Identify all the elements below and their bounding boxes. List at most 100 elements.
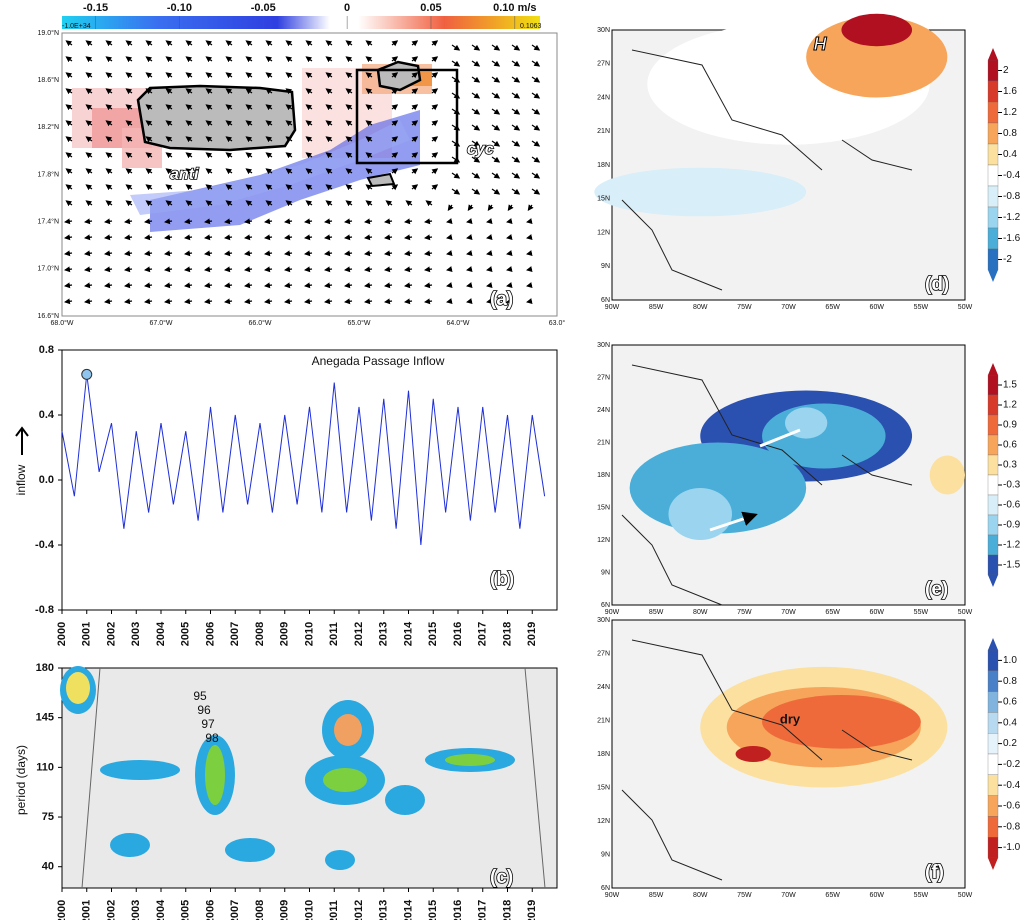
colorbar-cell (987, 514, 999, 536)
vector (384, 298, 393, 305)
x-tick-label: 70W (781, 892, 796, 899)
vector (451, 188, 461, 195)
annotation: anti (170, 166, 199, 183)
vector (284, 234, 293, 241)
vector (506, 298, 513, 304)
vector (285, 136, 293, 143)
vector (145, 168, 153, 175)
vector (384, 266, 393, 273)
island (366, 172, 396, 188)
vector (225, 88, 233, 95)
vector (245, 56, 253, 63)
vector (325, 56, 333, 63)
contour-blob (110, 833, 150, 857)
colorbar-end (988, 270, 998, 282)
vector (451, 60, 461, 67)
annotation: cyc (467, 141, 494, 158)
vector (185, 152, 193, 159)
colorbar-label: 0.4 (1003, 717, 1017, 728)
colorbar-label: 0.8 (1003, 676, 1017, 687)
x-tick-label: 2014 (402, 899, 414, 920)
colorbar-label: -0.9 (1003, 520, 1021, 531)
vector (224, 266, 233, 273)
vector (466, 250, 473, 256)
vector (345, 104, 353, 111)
vector (65, 40, 73, 47)
vector (285, 56, 293, 63)
vector (265, 40, 273, 47)
vector (145, 136, 153, 143)
x-tick-label: 2000 (56, 622, 68, 646)
vector (391, 120, 399, 127)
vector (285, 104, 293, 111)
colorbar-cell (987, 206, 999, 229)
panel-label: (d) (925, 274, 949, 295)
vector (65, 136, 73, 143)
vector (204, 282, 213, 289)
vector (64, 282, 73, 289)
vector (105, 136, 113, 143)
x-tick-label: 2003 (130, 622, 142, 646)
x-tick-label: 85W (649, 609, 664, 616)
x-tick-label: 2013 (378, 900, 390, 920)
vector (431, 120, 439, 127)
vector (245, 184, 253, 191)
y-tick-label: 145 (36, 712, 54, 724)
vector (425, 200, 433, 207)
vector (144, 218, 153, 225)
vector (104, 266, 113, 273)
vector (405, 200, 413, 207)
vector (125, 184, 133, 191)
vector (446, 218, 453, 224)
vector (205, 184, 213, 191)
vector (471, 44, 481, 51)
vector (64, 298, 73, 305)
vector (185, 104, 193, 111)
vector (205, 200, 213, 207)
vector (466, 282, 473, 288)
vector (264, 298, 273, 305)
colorbar-label: -0.6 (1003, 801, 1021, 812)
x-tick-label: 90W (605, 609, 620, 616)
vector (204, 298, 213, 305)
x-tick-label: 65.0°W (347, 319, 370, 327)
x-tick-label: 2015 (427, 622, 439, 646)
vector (344, 218, 353, 225)
vector (391, 56, 399, 63)
x-tick-label: 2006 (204, 900, 216, 920)
vector (224, 298, 233, 305)
vector (345, 120, 353, 127)
vector (184, 234, 193, 241)
colorbar-label: -1.0 (1003, 842, 1021, 853)
colorbar-label: 0 (344, 2, 350, 14)
vector (486, 218, 493, 224)
vector (245, 88, 253, 95)
vector (325, 88, 333, 95)
x-tick-label: 60W (870, 892, 885, 899)
vector (224, 218, 233, 225)
vector (431, 104, 439, 111)
vector (404, 250, 413, 257)
y-tick-label: 18N (597, 751, 610, 758)
vector (105, 152, 113, 159)
y-tick-label: 75 (42, 811, 54, 823)
vector (85, 136, 93, 143)
vector (511, 108, 521, 115)
panel-label: (c) (490, 867, 513, 888)
vector (284, 298, 293, 305)
vector (64, 250, 73, 257)
vector (424, 218, 433, 225)
vector (204, 234, 213, 241)
vector (324, 266, 333, 273)
vector (225, 168, 233, 175)
vector (265, 152, 273, 159)
vector (245, 168, 253, 175)
vector (344, 298, 353, 305)
x-tick-label: 2011 (328, 622, 340, 646)
vector (471, 92, 481, 99)
vector (511, 124, 521, 131)
colorbar-cell (987, 691, 999, 713)
vector (125, 56, 133, 63)
vector (345, 200, 353, 207)
colorbar-cell (987, 712, 999, 734)
